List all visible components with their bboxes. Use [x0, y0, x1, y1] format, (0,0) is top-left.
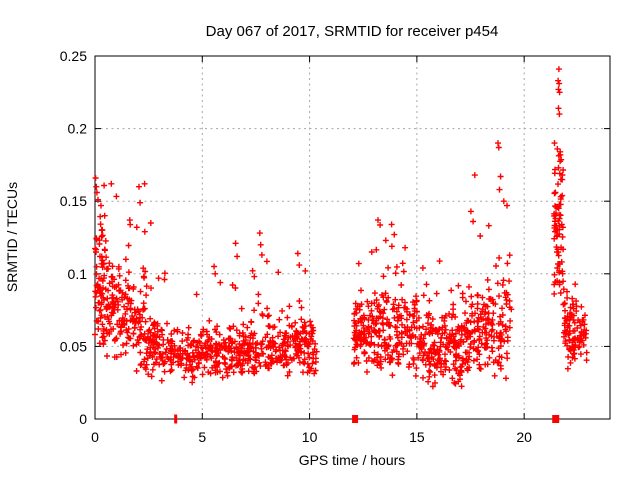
y-axis-label: SRMTID / TECUs: [4, 182, 20, 292]
x-tick-label: 5: [198, 429, 206, 445]
y-tick-label: 0.05: [60, 338, 87, 354]
y-tick-label: 0.25: [60, 48, 87, 64]
x-tick-label: 0: [91, 429, 99, 445]
y-tick-label: 0.15: [60, 193, 87, 209]
x-tick-label: 15: [409, 429, 425, 445]
baseline-marker: [352, 415, 359, 423]
y-tick-label: 0: [79, 411, 87, 427]
x-axis-label: GPS time / hours: [299, 452, 406, 468]
x-tick-label: 20: [516, 429, 532, 445]
y-tick-label: 0.2: [68, 121, 88, 137]
axis-baseline-markers: [174, 414, 560, 424]
baseline-marker: [174, 414, 178, 424]
chart-title: Day 067 of 2017, SRMTID for receiver p45…: [206, 23, 499, 40]
x-tick-label: 10: [302, 429, 318, 445]
y-tick-label: 0.1: [68, 266, 88, 282]
plus-markers-path: [92, 66, 590, 390]
baseline-marker: [552, 415, 560, 423]
tick-labels: 0 5 10 15 20 0 0.05 0.1 0.15 0.2 0.25: [60, 48, 532, 445]
scatter-data-points: [92, 66, 590, 390]
